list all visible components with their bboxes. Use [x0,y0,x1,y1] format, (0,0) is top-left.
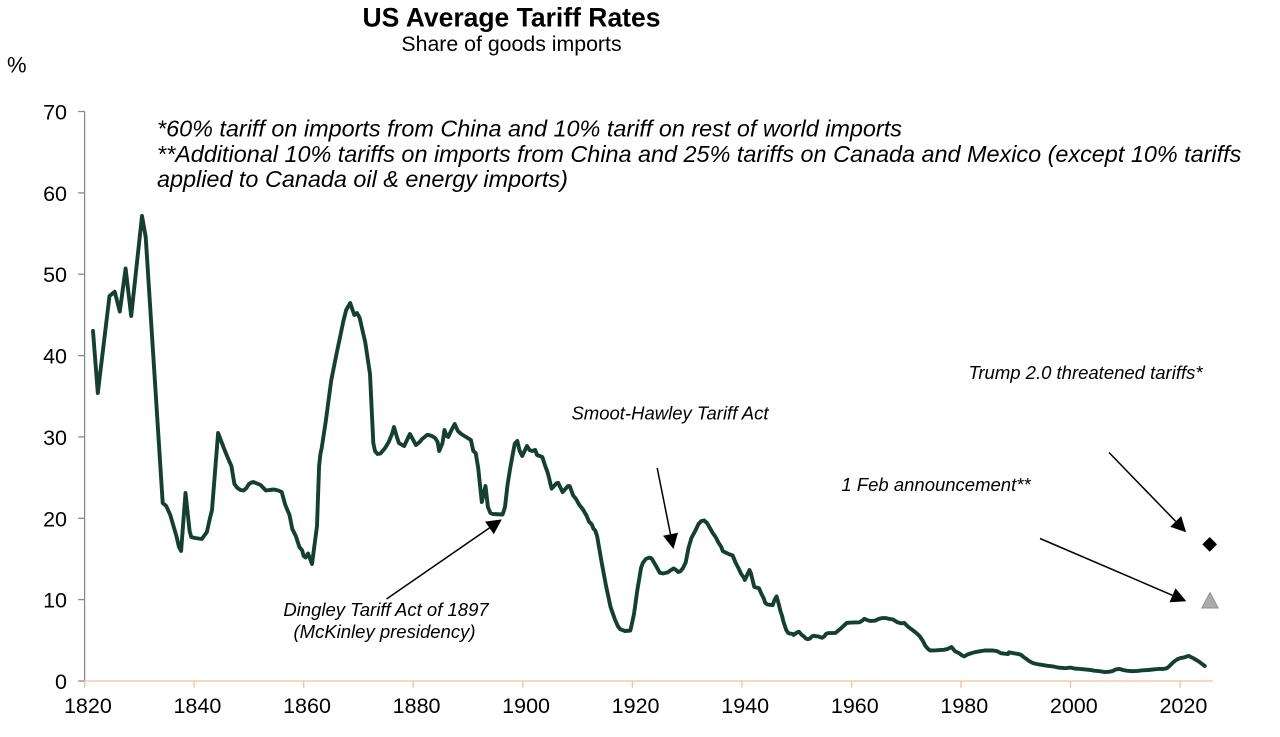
svg-text:60: 60 [43,182,67,206]
svg-text:*60% tariff on imports from Ch: *60% tariff on imports from China and 10… [157,116,902,142]
svg-text:1880: 1880 [393,694,441,718]
svg-text:1960: 1960 [831,694,879,718]
svg-text:2020: 2020 [1159,694,1207,718]
svg-text:1900: 1900 [502,694,550,718]
svg-text:50: 50 [43,263,67,287]
svg-text:applied to Canada oil & energy: applied to Canada oil & energy imports) [157,166,568,192]
svg-text:(McKinley presidency): (McKinley presidency) [294,621,476,642]
svg-text:70: 70 [43,101,67,125]
svg-text:40: 40 [43,345,67,369]
svg-text:1 Feb announcement**: 1 Feb announcement** [841,474,1031,495]
svg-text:US Average Tariff Rates: US Average Tariff Rates [363,3,661,33]
svg-text:20: 20 [43,507,67,531]
svg-text:0: 0 [55,670,67,694]
svg-text:%: % [7,53,27,78]
svg-text:Trump 2.0 threatened tariffs*: Trump 2.0 threatened tariffs* [968,362,1203,383]
svg-text:1980: 1980 [940,694,988,718]
svg-text:2000: 2000 [1050,694,1098,718]
svg-text:Share of goods imports: Share of goods imports [401,32,621,56]
svg-text:1860: 1860 [283,694,331,718]
svg-text:1840: 1840 [173,694,221,718]
svg-text:**Additional 10% tariffs on im: **Additional 10% tariffs on imports from… [157,141,1242,167]
svg-text:1820: 1820 [64,694,112,718]
svg-text:1940: 1940 [721,694,769,718]
svg-text:Smoot-Hawley Tariff Act: Smoot-Hawley Tariff Act [571,403,769,424]
svg-text:10: 10 [43,589,67,613]
svg-text:Dingley Tariff Act of 1897: Dingley Tariff Act of 1897 [283,599,489,620]
svg-text:30: 30 [43,426,67,450]
svg-text:1920: 1920 [612,694,660,718]
